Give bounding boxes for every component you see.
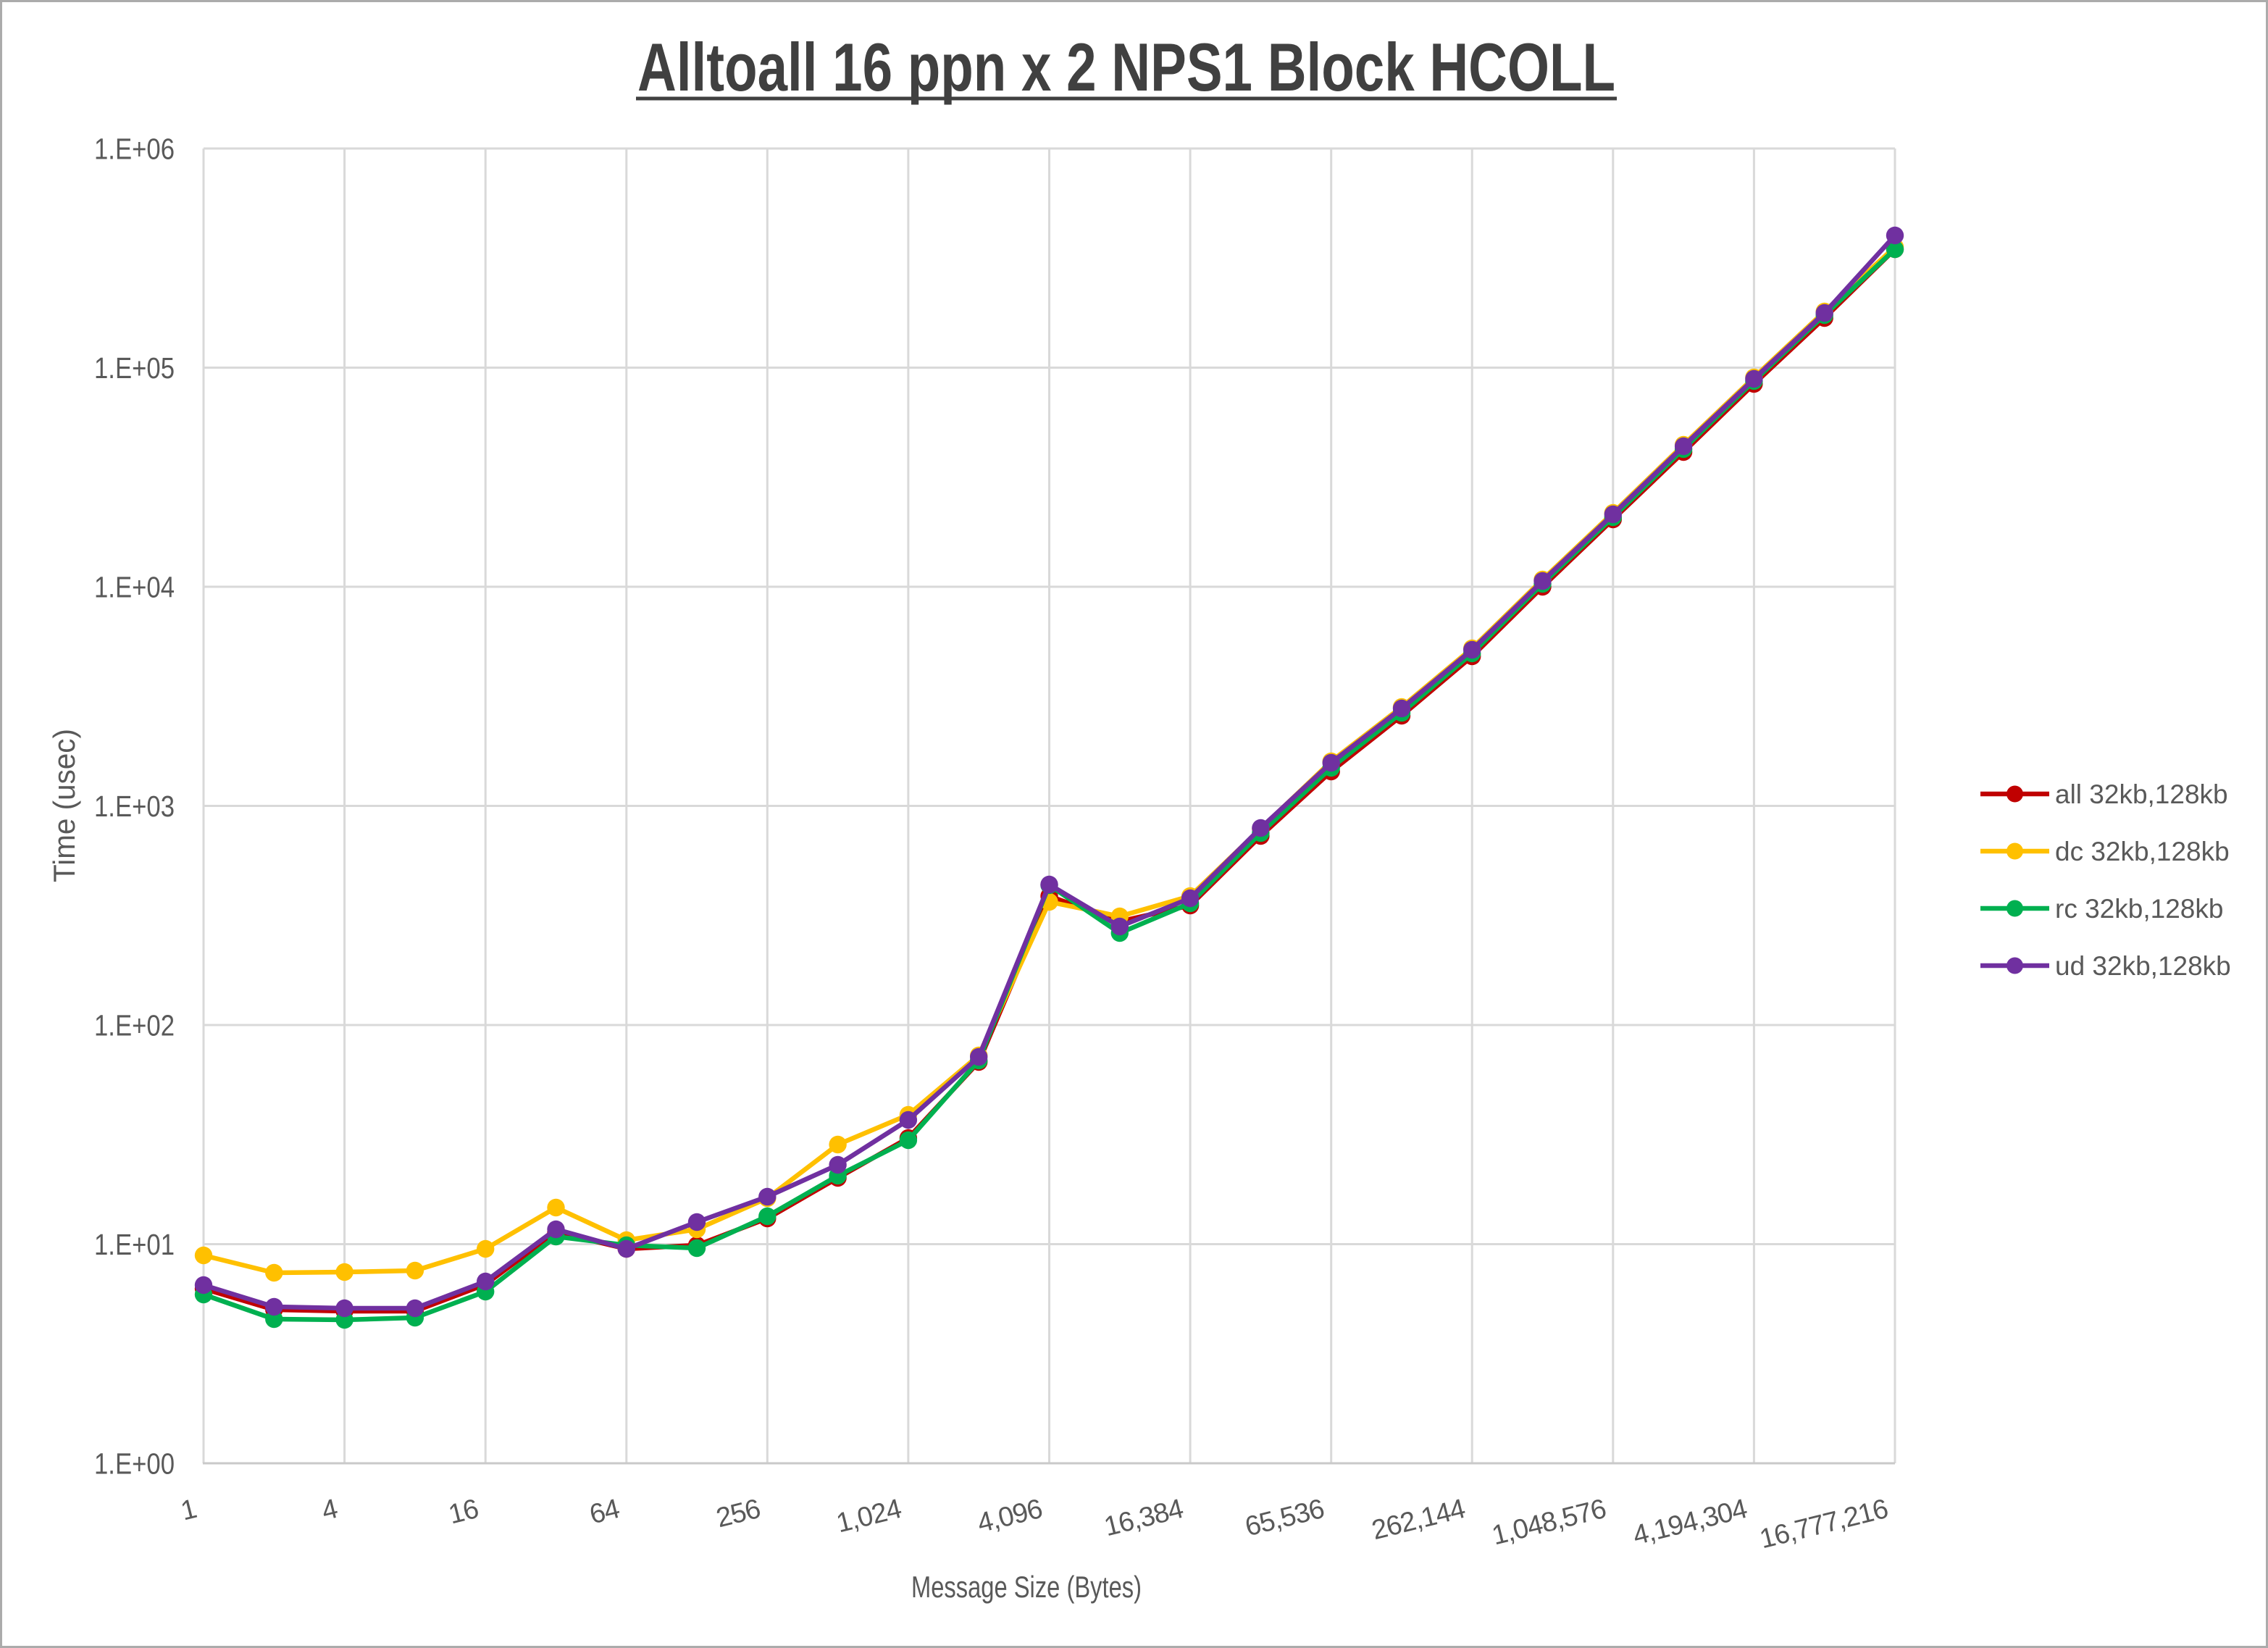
svg-text:16,777,216: 16,777,216 [1757,1494,1891,1555]
svg-text:rc 32kb,128kb: rc 32kb,128kb [2055,894,2223,924]
svg-text:4,194,304: 4,194,304 [1630,1494,1750,1552]
svg-text:dc 32kb,128kb: dc 32kb,128kb [2055,837,2230,866]
svg-text:1.E+00: 1.E+00 [94,1447,175,1481]
svg-text:1.E+01: 1.E+01 [94,1228,175,1261]
svg-text:1.E+04: 1.E+04 [94,571,175,604]
svg-text:65,536: 65,536 [1242,1494,1327,1542]
svg-text:1.E+06: 1.E+06 [94,133,175,166]
svg-text:all 32kb,128kb: all 32kb,128kb [2055,779,2228,809]
svg-text:1.E+02: 1.E+02 [94,1009,175,1042]
svg-text:1.E+03: 1.E+03 [94,790,175,823]
svg-text:ud 32kb,128kb: ud 32kb,128kb [2055,951,2231,981]
svg-text:Alltoall 16 ppn x 2 NPS1 Block: Alltoall 16 ppn x 2 NPS1 Block HCOLL [637,29,1615,105]
svg-text:16,384: 16,384 [1101,1494,1187,1543]
svg-text:1: 1 [177,1494,199,1527]
svg-text:256: 256 [714,1494,763,1534]
svg-text:4: 4 [319,1494,341,1527]
svg-text:1,048,576: 1,048,576 [1489,1494,1609,1551]
svg-text:4,096: 4,096 [974,1494,1045,1539]
svg-text:1,024: 1,024 [833,1494,904,1539]
svg-text:Time (usec): Time (usec) [47,729,81,882]
svg-text:Message Size (Bytes): Message Size (Bytes) [911,1570,1142,1604]
svg-text:262,144: 262,144 [1369,1494,1468,1546]
svg-text:1.E+05: 1.E+05 [94,351,175,385]
svg-text:64: 64 [587,1494,623,1531]
svg-text:16: 16 [445,1494,481,1530]
